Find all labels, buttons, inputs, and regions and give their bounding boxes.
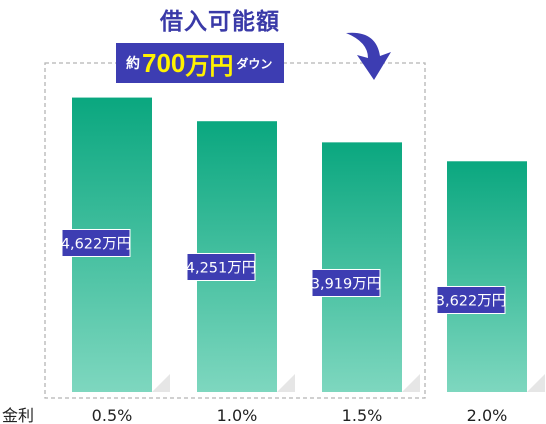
data-label-box — [436, 286, 506, 314]
bar-shadow — [527, 374, 545, 392]
data-label: 4,251万円 — [186, 261, 257, 277]
bar-shadow — [277, 374, 295, 392]
data-label: 4,622万円 — [61, 237, 132, 253]
x-tick-label: 1.5% — [342, 406, 383, 424]
x-tick-label: 1.0% — [217, 406, 258, 424]
x-tick-label: 0.5% — [92, 406, 133, 424]
bar-shadow — [402, 374, 420, 392]
bar — [447, 161, 527, 392]
callout-title: 借入可能額 — [160, 9, 280, 35]
callout-amount-unit: 万円 — [185, 51, 234, 80]
callout-box: 約 700 万円 ダウン — [116, 43, 285, 83]
callout-amount: 700 — [142, 47, 186, 78]
data-label-box — [186, 253, 256, 281]
down-arrow-icon — [346, 32, 391, 80]
x-tick-label: 2.0% — [467, 406, 508, 424]
data-label-box — [311, 269, 381, 297]
callout-suffix: ダウン — [236, 56, 273, 71]
callout-prefix: 約 — [126, 56, 140, 72]
data-label-box — [61, 229, 131, 257]
bar — [322, 142, 402, 392]
bar-shadow — [152, 374, 170, 392]
data-label: 3,919万円 — [311, 277, 382, 293]
x-axis-label: 金利 — [2, 406, 34, 424]
data-label: 3,622万円 — [436, 294, 507, 310]
